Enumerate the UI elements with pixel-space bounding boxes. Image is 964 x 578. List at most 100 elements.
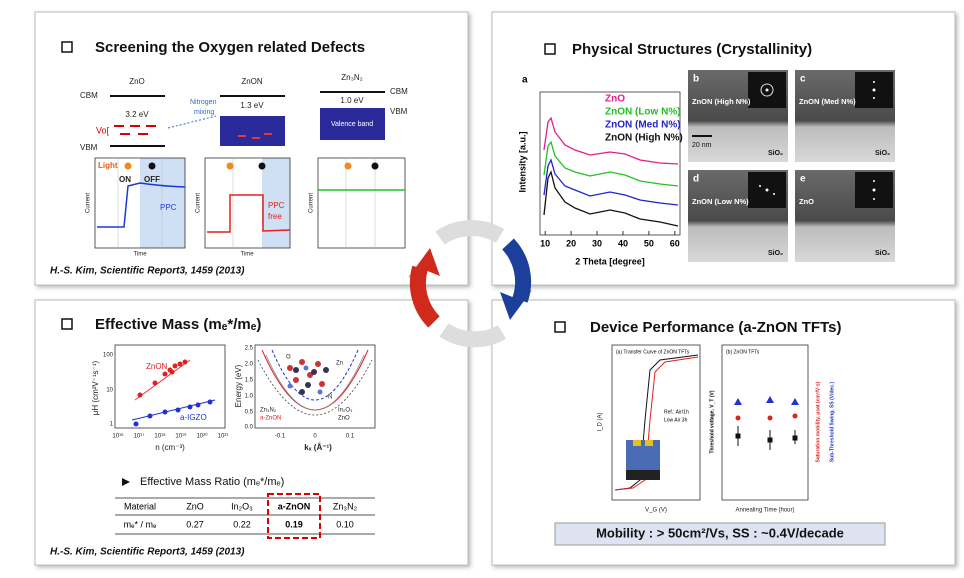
x-axis-label: kₓ (Å⁻¹) xyxy=(304,443,332,452)
y-tick-label: 100 xyxy=(103,353,114,359)
x-tick-label: 10¹⁹ xyxy=(175,433,187,440)
x-tick-label: -0.1 xyxy=(275,434,286,440)
y-tick-label: 1.5 xyxy=(245,378,254,384)
x-tick-label: 10¹⁶ xyxy=(112,433,124,440)
material: ZnO xyxy=(129,77,145,86)
table-header: In₂O₃ xyxy=(231,501,253,511)
cycle-arrows xyxy=(408,220,532,348)
table-header: Material xyxy=(124,501,156,511)
substrate-label: SiO₂ xyxy=(875,250,890,257)
transfer-plot xyxy=(611,344,701,501)
energy-plot xyxy=(254,344,376,429)
band-diagrams: ZnO ZnON Zn₃N₂ CBM VBM 3.2 eV Vo[ 1.3 eV… xyxy=(80,73,408,152)
material: ZnON xyxy=(241,77,263,86)
panel-title: Device Performance (a-ZnON TFTs) xyxy=(590,319,841,336)
off-label: OFF xyxy=(144,175,160,184)
x-tick-label: 50 xyxy=(644,238,654,248)
current-plots: Light ON OFF PPC PPC free Current Curren… xyxy=(86,157,406,258)
scale-label: 20 nm xyxy=(692,142,712,149)
ppc-label: PPC xyxy=(268,201,285,210)
citation: H.-S. Kim, Scientific Report3, 1459 (201… xyxy=(50,547,245,558)
summary-box xyxy=(554,522,886,546)
panel-title: Screening the Oxygen related Defects xyxy=(95,39,365,56)
x-tick-label: 10¹⁸ xyxy=(154,433,166,440)
y-tick-label: 10 xyxy=(106,388,113,394)
legend-label: ZnON (High N%) xyxy=(605,133,683,144)
on-label: ON xyxy=(119,175,131,184)
axis-label: Current xyxy=(86,193,92,213)
panel-label: b xyxy=(693,74,699,85)
x-axis-label: Annealing Time (hour) xyxy=(735,508,794,514)
panel-label: c xyxy=(800,74,806,85)
band-gap: 3.2 eV xyxy=(125,110,149,119)
x-tick-label: 10²⁰ xyxy=(196,433,208,440)
mobility-plot xyxy=(114,344,226,429)
table-cell: 0.27 xyxy=(186,519,204,529)
y-axis-label: Intensity [a.u.] xyxy=(517,131,527,192)
vbm-label: VBM xyxy=(80,143,98,152)
plot-caption: (a) Transfer Curve of ZnON TFTs xyxy=(616,349,690,355)
x-tick-label: 0.1 xyxy=(346,434,355,440)
light-label: Light xyxy=(98,161,118,170)
table-cell: mₑ* / mₑ xyxy=(124,519,157,529)
x-axis-label: V_G (V) xyxy=(645,508,667,514)
y-tick-label: 1 xyxy=(110,422,114,428)
valence-label: Valence band xyxy=(331,121,373,128)
substrate-label: SiO₂ xyxy=(768,150,783,157)
y-tick-label: 0.0 xyxy=(245,425,254,431)
plot-caption: (b) ZnON TFTs xyxy=(726,349,760,355)
citation: H.-S. Kim, Scientific Report3, 1459 (201… xyxy=(50,266,245,277)
table-cell: 0.10 xyxy=(336,519,354,529)
table-header: ZnO xyxy=(186,501,204,511)
legend-label: Low Air 3h xyxy=(664,417,688,423)
legend-label: Ref.: Air/1h xyxy=(664,409,689,415)
mass-table: Material ZnO In₂O₃ a-ZnON Zn₃N₂ mₑ* / mₑ 0.27 0… xyxy=(115,493,375,539)
panel-label: e xyxy=(800,174,806,185)
atom-label: N xyxy=(328,395,332,401)
x-tick-label: 20 xyxy=(566,238,576,248)
panel-title: Effective Mass (mₑ*/mₑ) xyxy=(95,316,261,333)
summary: Mobility : > 50cm²/Vs, SS : ~0.4V/decade xyxy=(596,525,844,540)
cbm-label: CBM xyxy=(80,91,98,100)
table-header: a-ZnON xyxy=(278,501,311,511)
axis-label: Time xyxy=(240,252,254,258)
band-gap: 1.3 eV xyxy=(240,101,264,110)
x-tick-label: 60 xyxy=(670,238,680,248)
xrd-plot: a Intensity [a.u.] 2 Theta [degree] 10 20… xyxy=(517,75,682,267)
substrate-label: SiO₂ xyxy=(768,250,783,257)
bullet xyxy=(61,41,73,53)
tem-images xyxy=(688,70,895,262)
legend-label: In₂O₃ xyxy=(338,408,353,414)
y-axis-label: Energy (eV) xyxy=(234,364,243,407)
x-tick-label: 40 xyxy=(618,238,628,248)
axis-label: Time xyxy=(133,252,147,258)
legend-label: ZnO xyxy=(605,94,625,105)
anneal-plot xyxy=(721,344,809,501)
y-axis-label: Threshold voltage, V_T (V) xyxy=(709,390,715,453)
bullet xyxy=(61,318,73,330)
table-cell: 0.22 xyxy=(233,519,251,529)
table-cell: 0.19 xyxy=(285,519,303,529)
arrow-bullet xyxy=(122,478,130,486)
y-axis-label: Sub-Threshold Swing, SS (V/dec.) xyxy=(829,382,835,463)
x-tick-label: 10²¹ xyxy=(218,434,229,440)
sample-label: ZnO xyxy=(799,197,814,206)
legend-label: ZnON (Low N%) xyxy=(605,107,681,118)
vo-label: Vo[ xyxy=(96,125,110,135)
atom-label: O xyxy=(286,355,291,361)
sample-label: ZnON (High N%) xyxy=(692,97,751,106)
sample-label: ZnON (Low N%) xyxy=(692,197,749,206)
x-axis-label: n (cm⁻³) xyxy=(155,443,185,452)
cbm-label: CBM xyxy=(390,87,408,96)
sample-label: ZnON (Med N%) xyxy=(799,97,856,106)
table-header: Zn₃N₂ xyxy=(333,501,358,511)
panel-label: a xyxy=(522,75,528,86)
x-tick-label: 30 xyxy=(592,238,602,248)
y-tick-label: 2.5 xyxy=(245,346,254,352)
bullet xyxy=(544,43,556,55)
ppc-label: PPC xyxy=(160,203,177,212)
x-tick-label: 10 xyxy=(540,238,550,248)
axis-label: Current xyxy=(196,193,202,213)
vbm-label: VBM xyxy=(390,107,408,116)
